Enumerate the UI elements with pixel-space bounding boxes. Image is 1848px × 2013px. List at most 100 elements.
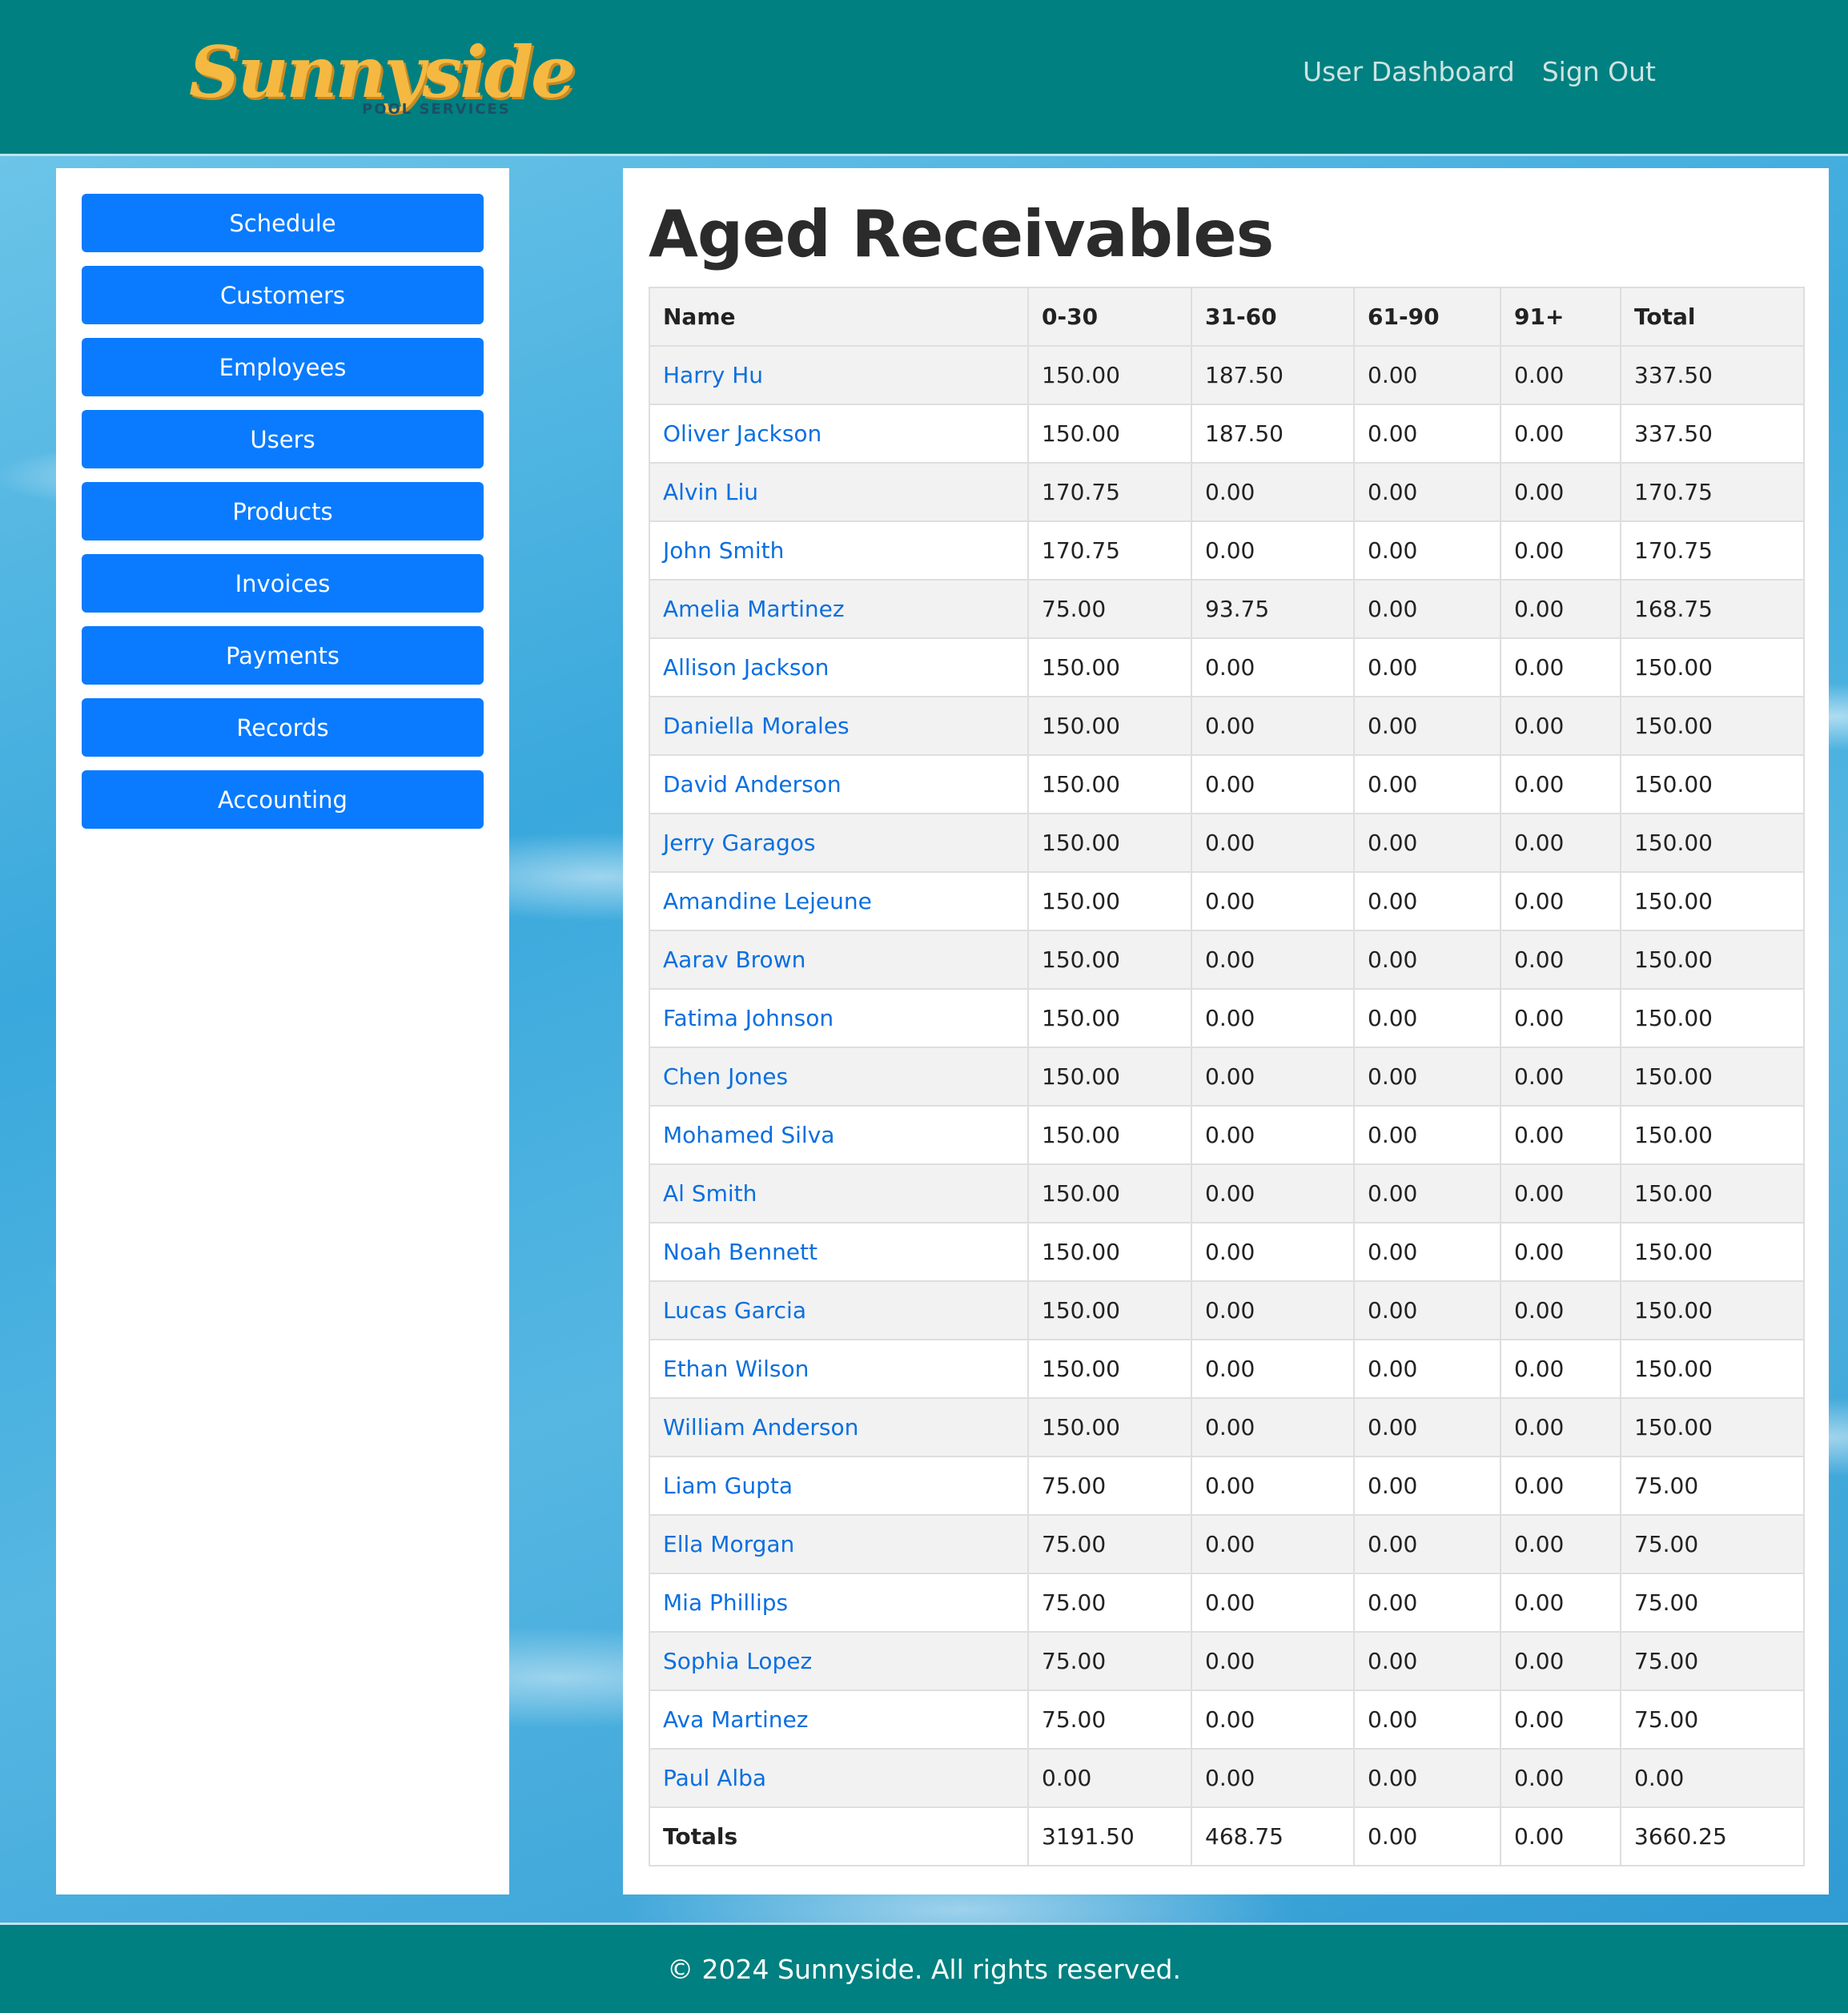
customer-name-link[interactable]: Harry Hu bbox=[663, 362, 764, 388]
amount-91-plus-cell: 0.00 bbox=[1500, 1456, 1621, 1516]
table-row: Ethan Wilson 150.00 0.00 0.00 0.00 150.00 bbox=[649, 1339, 1805, 1399]
amount-31-60-cell: 0.00 bbox=[1191, 754, 1355, 814]
customer-name-link[interactable]: Aarav Brown bbox=[663, 946, 806, 973]
column-header-0-30: 0-30 bbox=[1027, 287, 1192, 347]
amount-0-30-cell: 0.00 bbox=[1027, 1748, 1192, 1808]
amount-0-30-cell: 150.00 bbox=[1027, 930, 1192, 990]
table-row: Lucas Garcia 150.00 0.00 0.00 0.00 150.00 bbox=[649, 1280, 1805, 1340]
customer-name-link[interactable]: Amelia Martinez bbox=[663, 596, 845, 622]
amount-31-60-cell: 0.00 bbox=[1191, 1047, 1355, 1107]
amount-0-30-cell: 150.00 bbox=[1027, 813, 1192, 873]
table-row: Sophia Lopez 75.00 0.00 0.00 0.00 75.00 bbox=[649, 1631, 1805, 1691]
amount-31-60-cell: 187.50 bbox=[1191, 404, 1355, 464]
customer-name-link[interactable]: Ava Martinez bbox=[663, 1706, 809, 1733]
amount-61-90-cell: 0.00 bbox=[1353, 579, 1501, 639]
total-91-plus-cell: 0.00 bbox=[1500, 1806, 1621, 1866]
customer-name-link[interactable]: Fatima Johnson bbox=[663, 1005, 834, 1031]
customer-name-link[interactable]: David Anderson bbox=[663, 771, 842, 798]
customer-name-link[interactable]: Amandine Lejeune bbox=[663, 888, 872, 914]
customer-name-link[interactable]: Ethan Wilson bbox=[663, 1356, 810, 1382]
amount-61-90-cell: 0.00 bbox=[1353, 345, 1501, 405]
customer-name-link[interactable]: William Anderson bbox=[663, 1414, 859, 1440]
amount-total-cell: 168.75 bbox=[1620, 579, 1805, 639]
amount-0-30-cell: 150.00 bbox=[1027, 1105, 1192, 1165]
amount-31-60-cell: 0.00 bbox=[1191, 1748, 1355, 1808]
table-row: Allison Jackson 150.00 0.00 0.00 0.00 150.00 bbox=[649, 637, 1805, 697]
amount-total-cell: 150.00 bbox=[1620, 696, 1805, 756]
amount-total-cell: 75.00 bbox=[1620, 1690, 1805, 1750]
amount-61-90-cell: 0.00 bbox=[1353, 1631, 1501, 1691]
customer-name-cell: Allison Jackson bbox=[649, 637, 1029, 697]
amount-31-60-cell: 0.00 bbox=[1191, 1631, 1355, 1691]
sidebar-item-records[interactable]: Records bbox=[82, 698, 484, 757]
total-total-cell: 3660.25 bbox=[1620, 1806, 1805, 1866]
logo-tagline: POOL SERVICES bbox=[362, 101, 511, 118]
customer-name-link[interactable]: Oliver Jackson bbox=[663, 420, 822, 447]
amount-31-60-cell: 0.00 bbox=[1191, 1163, 1355, 1223]
sidebar-item-invoices[interactable]: Invoices bbox=[82, 554, 484, 613]
amount-61-90-cell: 0.00 bbox=[1353, 1163, 1501, 1223]
amount-total-cell: 150.00 bbox=[1620, 1339, 1805, 1399]
total-31-60-cell: 468.75 bbox=[1191, 1806, 1355, 1866]
amount-0-30-cell: 150.00 bbox=[1027, 1280, 1192, 1340]
customer-name-link[interactable]: Jerry Garagos bbox=[663, 830, 816, 856]
customer-name-link[interactable]: Allison Jackson bbox=[663, 654, 830, 681]
customer-name-link[interactable]: Mia Phillips bbox=[663, 1589, 789, 1616]
customer-name-link[interactable]: Lucas Garcia bbox=[663, 1297, 806, 1324]
amount-0-30-cell: 150.00 bbox=[1027, 988, 1192, 1048]
amount-31-60-cell: 0.00 bbox=[1191, 988, 1355, 1048]
amount-0-30-cell: 150.00 bbox=[1027, 1163, 1192, 1223]
amount-0-30-cell: 75.00 bbox=[1027, 1573, 1192, 1633]
customer-name-link[interactable]: John Smith bbox=[663, 537, 785, 564]
sidebar-item-users[interactable]: Users bbox=[82, 410, 484, 468]
amount-31-60-cell: 93.75 bbox=[1191, 579, 1355, 639]
amount-91-plus-cell: 0.00 bbox=[1500, 1105, 1621, 1165]
sidebar-item-customers[interactable]: Customers bbox=[82, 266, 484, 324]
sidebar-item-payments[interactable]: Payments bbox=[82, 626, 484, 685]
site-footer: © 2024 Sunnyside. All rights reserved. bbox=[0, 1925, 1848, 2013]
customer-name-link[interactable]: Chen Jones bbox=[663, 1063, 789, 1090]
amount-31-60-cell: 0.00 bbox=[1191, 696, 1355, 756]
customer-name-link[interactable]: Al Smith bbox=[663, 1180, 757, 1207]
customer-name-cell: Alvin Liu bbox=[649, 462, 1029, 522]
amount-31-60-cell: 0.00 bbox=[1191, 1573, 1355, 1633]
amount-61-90-cell: 0.00 bbox=[1353, 1280, 1501, 1340]
amount-31-60-cell: 0.00 bbox=[1191, 1339, 1355, 1399]
sidebar-item-employees[interactable]: Employees bbox=[82, 338, 484, 396]
customer-name-link[interactable]: Daniella Morales bbox=[663, 713, 850, 739]
amount-91-plus-cell: 0.00 bbox=[1500, 754, 1621, 814]
amount-91-plus-cell: 0.00 bbox=[1500, 1397, 1621, 1457]
amount-61-90-cell: 0.00 bbox=[1353, 1514, 1501, 1574]
amount-61-90-cell: 0.00 bbox=[1353, 462, 1501, 522]
customer-name-cell: Paul Alba bbox=[649, 1748, 1029, 1808]
sidebar-item-products[interactable]: Products bbox=[82, 482, 484, 540]
sunnyside-logo[interactable]: Sunnyside POOL SERVICES bbox=[189, 30, 576, 127]
customer-name-link[interactable]: Mohamed Silva bbox=[663, 1122, 835, 1148]
customer-name-link[interactable]: Liam Gupta bbox=[663, 1473, 793, 1499]
customer-name-link[interactable]: Paul Alba bbox=[663, 1765, 767, 1791]
customer-name-link[interactable]: Ella Morgan bbox=[663, 1531, 795, 1557]
amount-31-60-cell: 0.00 bbox=[1191, 1456, 1355, 1516]
sidebar-item-schedule[interactable]: Schedule bbox=[82, 194, 484, 252]
customer-name-cell: Fatima Johnson bbox=[649, 988, 1029, 1048]
amount-61-90-cell: 0.00 bbox=[1353, 813, 1501, 873]
amount-total-cell: 150.00 bbox=[1620, 1105, 1805, 1165]
amount-61-90-cell: 0.00 bbox=[1353, 1748, 1501, 1808]
sign-out-link[interactable]: Sign Out bbox=[1541, 56, 1656, 87]
customer-name-link[interactable]: Alvin Liu bbox=[663, 479, 759, 505]
customer-name-cell: Al Smith bbox=[649, 1163, 1029, 1223]
totals-row: Totals 3191.50 468.75 0.00 0.00 3660.25 bbox=[649, 1806, 1805, 1866]
customer-name-cell: Jerry Garagos bbox=[649, 813, 1029, 873]
copyright-text: © 2024 Sunnyside. All rights reserved. bbox=[667, 1953, 1181, 1985]
user-dashboard-link[interactable]: User Dashboard bbox=[1302, 56, 1515, 87]
customer-name-link[interactable]: Sophia Lopez bbox=[663, 1648, 813, 1674]
table-row: Jerry Garagos 150.00 0.00 0.00 0.00 150.00 bbox=[649, 813, 1805, 873]
amount-0-30-cell: 150.00 bbox=[1027, 1339, 1192, 1399]
amount-91-plus-cell: 0.00 bbox=[1500, 1222, 1621, 1282]
customer-name-link[interactable]: Noah Bennett bbox=[663, 1239, 818, 1265]
table-row: Oliver Jackson 150.00 187.50 0.00 0.00 337.50 bbox=[649, 404, 1805, 464]
sidebar-item-accounting[interactable]: Accounting bbox=[82, 770, 484, 829]
table-row: Mia Phillips 75.00 0.00 0.00 0.00 75.00 bbox=[649, 1573, 1805, 1633]
amount-total-cell: 0.00 bbox=[1620, 1748, 1805, 1808]
amount-61-90-cell: 0.00 bbox=[1353, 988, 1501, 1048]
